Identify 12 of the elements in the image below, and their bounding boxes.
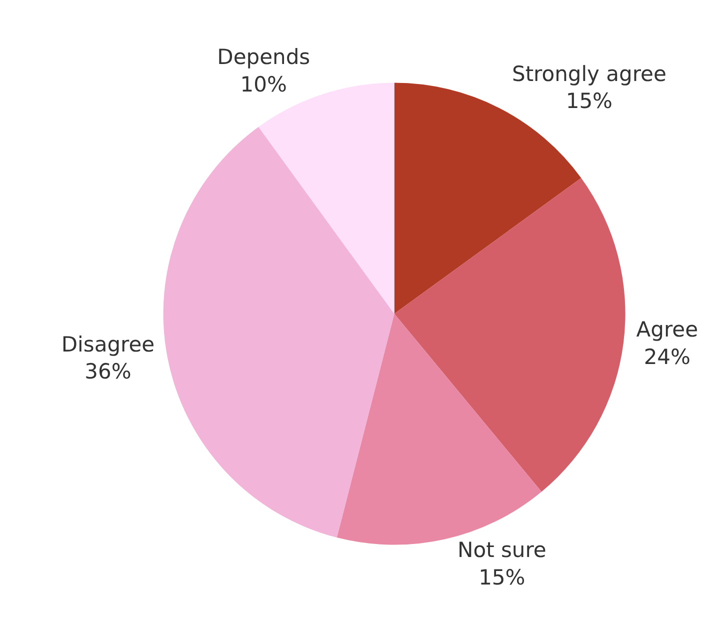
pie-slice	[164, 126, 394, 538]
data-label: 24%	[644, 344, 691, 369]
slice-label: Agree	[636, 318, 698, 342]
data-label: 15%	[478, 565, 526, 590]
slice-label: Strongly agree	[512, 62, 666, 86]
slice-label: Depends	[217, 45, 310, 70]
slice-label: Not sure	[458, 538, 546, 562]
slice-label: Disagree	[61, 332, 155, 356]
data-label: 15%	[566, 89, 613, 114]
data-label: 10%	[240, 72, 287, 97]
data-label: 36%	[84, 360, 132, 384]
pie-slice	[394, 178, 626, 492]
